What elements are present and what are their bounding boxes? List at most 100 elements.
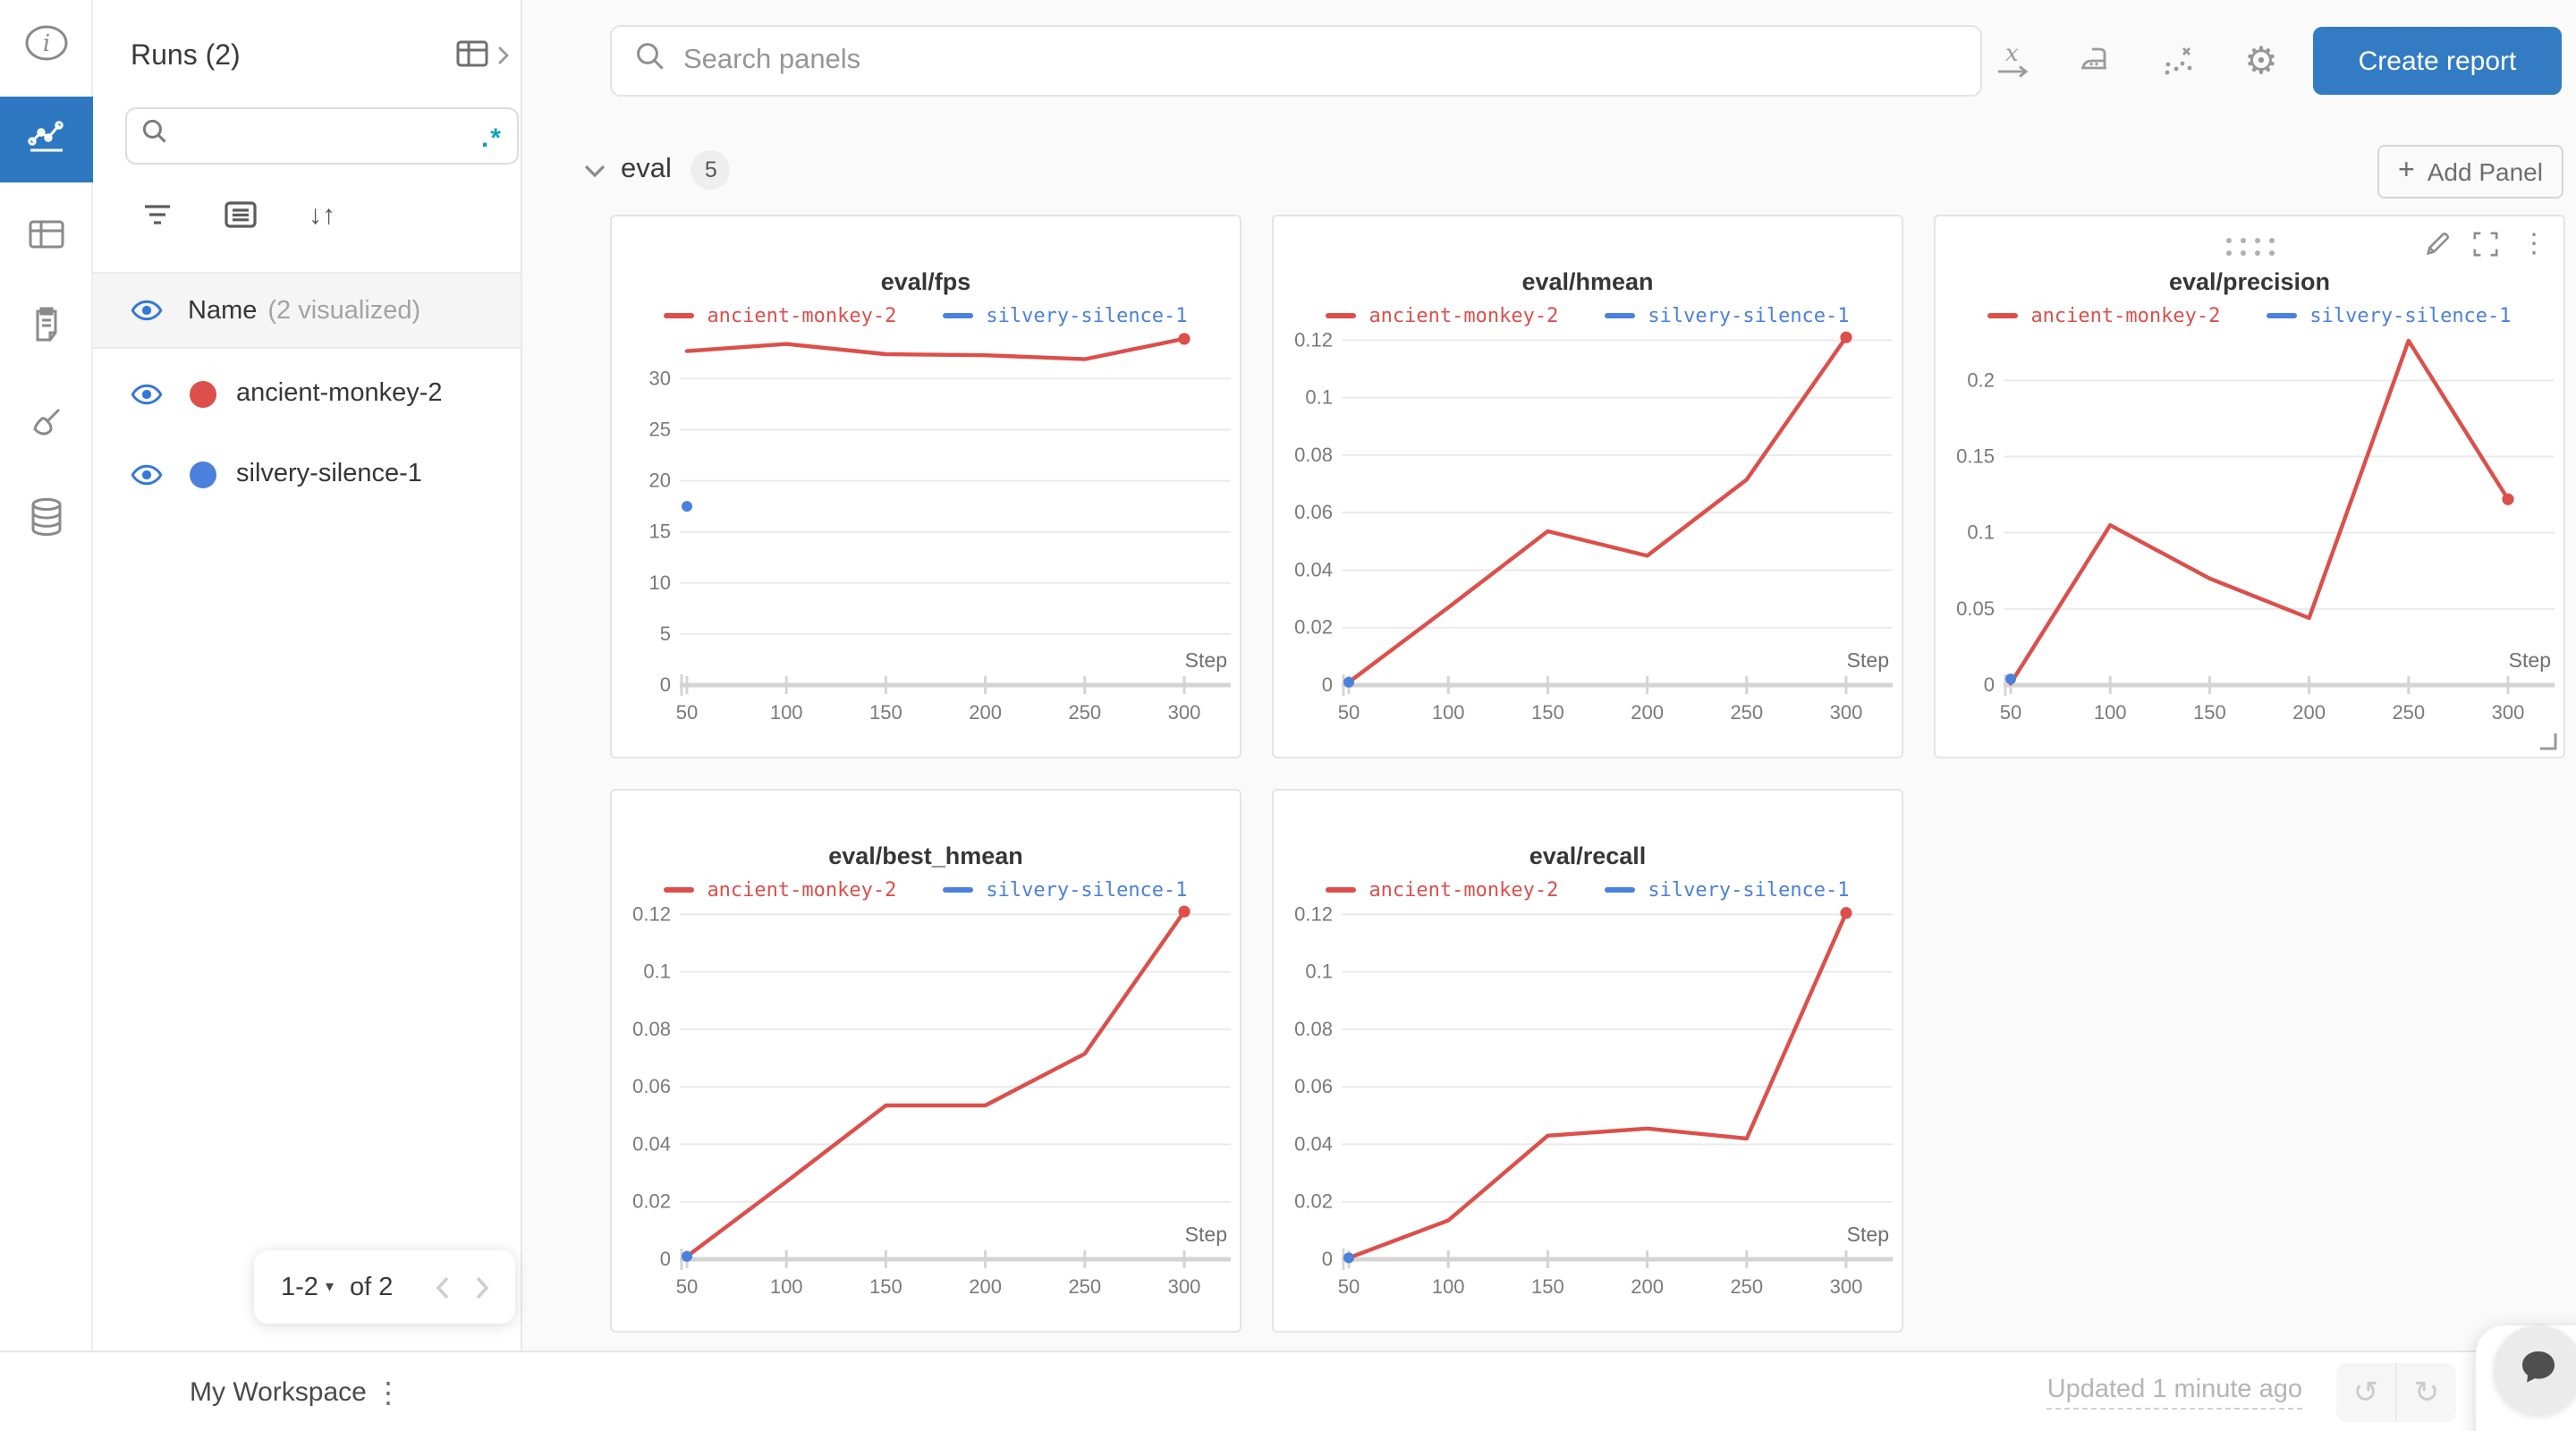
settings-gear-icon[interactable]: ⚙ xyxy=(2244,40,2278,81)
legend-dash xyxy=(2267,312,2298,319)
runs-search-input[interactable] xyxy=(179,123,481,149)
run-row-ancient-monkey-2[interactable]: ancient-monkey-2 xyxy=(93,354,521,433)
svg-text:0.06: 0.06 xyxy=(632,1075,671,1097)
section-count-badge: 5 xyxy=(691,150,731,190)
svg-text:0.06: 0.06 xyxy=(1294,501,1333,523)
legend-dash xyxy=(664,312,695,319)
panel-search-input[interactable] xyxy=(683,45,1957,77)
svg-text:0.1: 0.1 xyxy=(1305,386,1333,409)
x-axis-icon[interactable]: x xyxy=(1993,39,2036,82)
svg-text:0.12: 0.12 xyxy=(1294,328,1333,351)
panel-eval/fps[interactable]: eval/fps ancient-monkey-2 silvery-silence-… xyxy=(610,215,1241,758)
page-prev-button[interactable] xyxy=(422,1274,462,1300)
svg-text:150: 150 xyxy=(1531,1275,1564,1298)
table-icon xyxy=(25,216,68,260)
undo-redo-group: ↺ ↻ xyxy=(2336,1363,2456,1422)
group-list-icon[interactable] xyxy=(222,197,258,233)
panel-resize-handle[interactable] xyxy=(2538,732,2558,751)
runs-header-visualized: (2 visualized) xyxy=(267,296,421,325)
rail-item-charts[interactable] xyxy=(0,97,93,182)
smoothing-iron-icon[interactable] xyxy=(2075,39,2118,82)
filter-icon[interactable] xyxy=(140,197,175,233)
svg-text:0.02: 0.02 xyxy=(1294,1190,1333,1213)
panel-eval/precision[interactable]: eval/precision ancient-monkey-2 silvery-si… xyxy=(1934,215,2565,758)
svg-text:15: 15 xyxy=(649,521,671,543)
caret-down-icon[interactable]: ▾ xyxy=(325,1277,334,1295)
chat-bubble-button[interactable] xyxy=(2494,1325,2576,1415)
svg-text:250: 250 xyxy=(1068,701,1101,724)
legend-item: ancient-monkey-2 xyxy=(1326,878,1558,902)
workspace-kebab-icon[interactable]: ⋮ xyxy=(374,1378,402,1409)
svg-text:10: 10 xyxy=(649,572,671,594)
chevron-right-icon xyxy=(496,42,510,74)
svg-text:200: 200 xyxy=(969,701,1002,724)
svg-text:250: 250 xyxy=(2392,701,2425,724)
svg-text:150: 150 xyxy=(1531,701,1564,724)
rail-item-overview[interactable]: i xyxy=(0,4,93,89)
footer-bar: My Workspace ⋮ Updated 1 minute ago ↺ ↻ xyxy=(0,1351,2576,1431)
legend-run-name: silvery-silence-1 xyxy=(986,304,1188,327)
legend-item: silvery-silence-1 xyxy=(2267,304,2512,327)
eye-icon[interactable] xyxy=(131,299,163,322)
legend-dash xyxy=(943,886,974,893)
section-header-eval: eval 5 xyxy=(583,150,731,190)
plus-icon: + xyxy=(2398,155,2415,185)
svg-text:0.04: 0.04 xyxy=(1294,558,1333,580)
legend-item: silvery-silence-1 xyxy=(1605,304,1850,327)
panel-grid: eval/fps ancient-monkey-2 silvery-silence-… xyxy=(610,215,2565,1333)
section-name[interactable]: eval xyxy=(621,154,672,184)
legend-item: silvery-silence-1 xyxy=(943,878,1188,902)
broom-icon xyxy=(25,402,68,453)
chevron-down-icon[interactable] xyxy=(583,162,606,178)
svg-text:0.1: 0.1 xyxy=(643,961,671,983)
svg-text:300: 300 xyxy=(1830,701,1863,724)
legend-item: ancient-monkey-2 xyxy=(1326,304,1558,327)
left-icon-rail: i xyxy=(0,0,93,1351)
outliers-icon[interactable] xyxy=(2157,39,2200,82)
undo-icon[interactable]: ↺ xyxy=(2336,1363,2397,1422)
add-panel-button[interactable]: + Add Panel xyxy=(2377,145,2563,199)
regex-toggle-icon[interactable]: .* xyxy=(480,123,503,154)
svg-text:0: 0 xyxy=(1322,1248,1333,1270)
panel-eval/hmean[interactable]: eval/hmean ancient-monkey-2 silvery-silenc… xyxy=(1272,215,1903,758)
page-next-button[interactable] xyxy=(462,1274,501,1300)
panel-legend: ancient-monkey-2 silvery-silence-1 xyxy=(1936,304,2563,327)
svg-text:50: 50 xyxy=(2000,701,2021,724)
runs-table-button[interactable] xyxy=(454,38,510,79)
rail-item-files[interactable] xyxy=(0,385,93,470)
svg-text:50: 50 xyxy=(1338,701,1360,724)
eye-icon[interactable] xyxy=(131,382,163,405)
redo-icon[interactable]: ↻ xyxy=(2413,1375,2440,1409)
rail-item-table[interactable] xyxy=(0,195,93,281)
panel-eval/recall[interactable]: eval/recall ancient-monkey-2 silvery-silen… xyxy=(1272,789,1903,1333)
chat-bubble-icon xyxy=(2515,1342,2562,1398)
edit-pencil-icon[interactable] xyxy=(2424,231,2451,258)
rail-item-artifacts[interactable] xyxy=(0,478,93,563)
svg-text:0: 0 xyxy=(1984,673,1995,696)
eye-icon[interactable] xyxy=(131,462,163,486)
legend-item: silvery-silence-1 xyxy=(1605,878,1850,902)
legend-dash xyxy=(1605,312,1636,319)
run-name: silvery-silence-1 xyxy=(236,460,422,488)
run-color-dot xyxy=(190,461,216,487)
svg-text:250: 250 xyxy=(1730,701,1763,724)
rail-item-logs[interactable] xyxy=(0,286,93,372)
svg-text:0.02: 0.02 xyxy=(632,1190,671,1213)
panel-kebab-icon[interactable]: ⋮ xyxy=(2521,229,2547,259)
runs-header-name[interactable]: Name xyxy=(188,296,258,325)
svg-text:100: 100 xyxy=(2094,701,2127,724)
svg-text:0.08: 0.08 xyxy=(1294,1018,1333,1040)
panel-legend: ancient-monkey-2 silvery-silence-1 xyxy=(1274,304,1902,327)
legend-dash xyxy=(664,886,695,893)
fullscreen-icon[interactable] xyxy=(2472,231,2499,258)
svg-text:i: i xyxy=(43,30,50,56)
svg-text:200: 200 xyxy=(969,1275,1002,1298)
svg-text:0.1: 0.1 xyxy=(1967,521,1995,544)
sort-icon[interactable]: ↓↑ xyxy=(309,199,335,230)
panel-eval/best_hmean[interactable]: eval/best_hmean ancient-monkey-2 silvery-s… xyxy=(610,789,1241,1333)
panel-title: eval/best_hmean xyxy=(828,843,1023,869)
panel-drag-handle[interactable] xyxy=(2225,238,2274,256)
legend-run-name: ancient-monkey-2 xyxy=(707,304,897,327)
create-report-button[interactable]: Create report xyxy=(2313,27,2562,95)
run-row-silvery-silence-1[interactable]: silvery-silence-1 xyxy=(93,435,521,513)
